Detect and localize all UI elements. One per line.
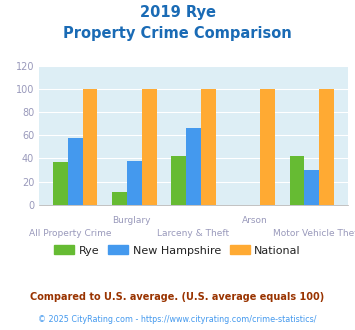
Bar: [127, 161, 142, 205]
Bar: [290, 156, 304, 205]
Text: 2019 Rye: 2019 Rye: [140, 5, 215, 20]
Bar: [112, 192, 127, 205]
Text: © 2025 CityRating.com - https://www.cityrating.com/crime-statistics/: © 2025 CityRating.com - https://www.city…: [38, 315, 317, 324]
Legend: Rye, New Hampshire, National: Rye, New Hampshire, National: [50, 241, 305, 260]
Bar: [260, 89, 275, 205]
Bar: [83, 89, 97, 205]
Bar: [68, 138, 83, 205]
Text: Larceny & Theft: Larceny & Theft: [157, 229, 230, 238]
Text: All Property Crime: All Property Crime: [29, 229, 111, 238]
Bar: [304, 170, 319, 205]
Bar: [142, 89, 157, 205]
Bar: [53, 162, 68, 205]
Bar: [201, 89, 215, 205]
Text: Arson: Arson: [242, 216, 268, 225]
Text: Property Crime Comparison: Property Crime Comparison: [63, 26, 292, 41]
Text: Motor Vehicle Theft: Motor Vehicle Theft: [273, 229, 355, 238]
Text: Compared to U.S. average. (U.S. average equals 100): Compared to U.S. average. (U.S. average …: [31, 292, 324, 302]
Text: Burglary: Burglary: [113, 216, 151, 225]
Bar: [186, 128, 201, 205]
Bar: [171, 156, 186, 205]
Bar: [319, 89, 334, 205]
